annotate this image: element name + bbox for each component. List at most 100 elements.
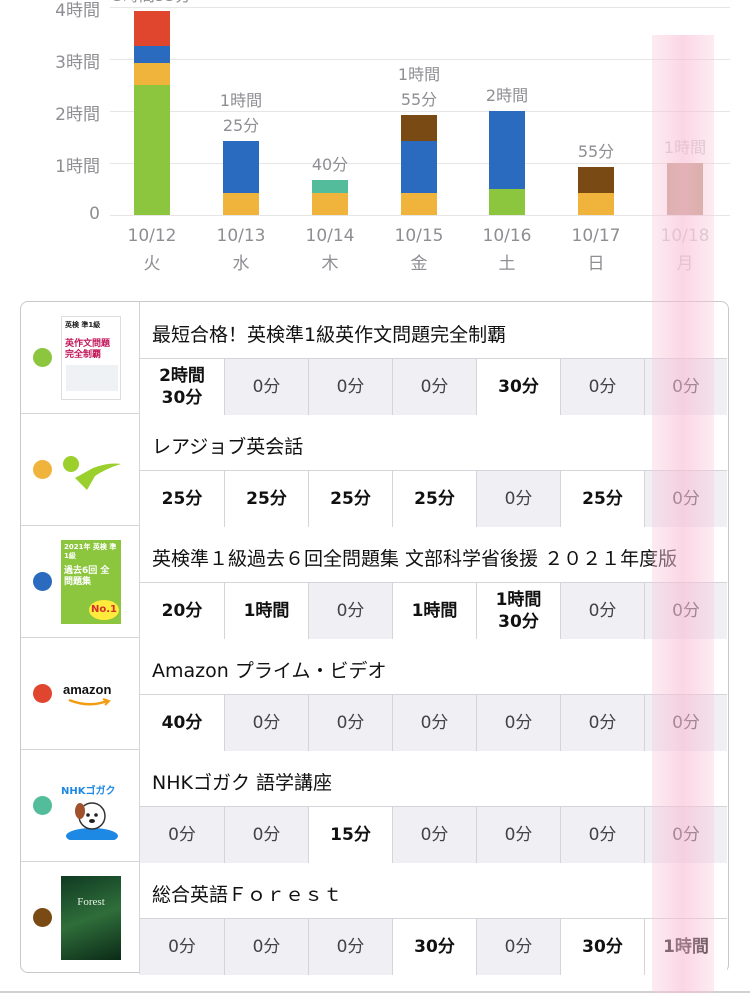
daily-time-cell[interactable]: 15分 xyxy=(308,807,392,863)
daily-time-cell[interactable]: 0分 xyxy=(224,695,308,751)
bar-segment[interactable] xyxy=(134,11,170,46)
x-axis-date-label[interactable]: 10/12 xyxy=(127,226,177,246)
daily-time-cell[interactable]: 0分 xyxy=(476,471,560,527)
daily-time-cell[interactable]: 30分 xyxy=(476,359,560,415)
x-axis-weekday-label[interactable]: 土 xyxy=(498,254,516,274)
bar-segment[interactable] xyxy=(667,163,703,215)
daily-time-cell[interactable]: 25分 xyxy=(140,471,224,527)
daily-time-cell[interactable]: 0分 xyxy=(308,919,392,975)
daily-time-cell[interactable]: 0分 xyxy=(308,359,392,415)
daily-time-cell[interactable]: 0分 xyxy=(560,695,644,751)
bar-segment[interactable] xyxy=(401,141,437,194)
book-cover-image: 英検 準1級 英作文問題 完全制覇 xyxy=(61,316,121,400)
material-color-dot xyxy=(33,348,52,367)
cover-badge: No.1 xyxy=(89,600,119,620)
x-axis-date-label[interactable]: 10/17 xyxy=(571,226,621,246)
material-row[interactable]: 2021年 英検 準1級 過去6回 全問題集 No.1 英検準１級過去６回全問題… xyxy=(21,526,727,639)
bar-segment[interactable] xyxy=(134,46,170,64)
bar-segment[interactable] xyxy=(489,111,525,189)
daily-time-cell[interactable]: 0分 xyxy=(644,359,727,415)
daily-time-cell[interactable]: 40分 xyxy=(140,695,224,751)
daily-time-cell[interactable]: 2時間 30分 xyxy=(140,359,224,415)
daily-time-cell[interactable]: 0分 xyxy=(140,919,224,975)
bar-segment[interactable] xyxy=(223,141,259,194)
bar-total-label: 55分 xyxy=(400,90,438,110)
daily-time-cell[interactable]: 0分 xyxy=(476,807,560,863)
daily-time-cell[interactable]: 0分 xyxy=(392,695,476,751)
daily-time-cell[interactable]: 0分 xyxy=(308,583,392,639)
bar-segment[interactable] xyxy=(489,189,525,215)
daily-time-cell[interactable]: 25分 xyxy=(392,471,476,527)
cover-top-text: 2021年 英検 準1級 xyxy=(64,543,117,560)
material-row[interactable]: NHKゴガク NHKゴガク 語学講座 0分 0分 15分 0分 0分 0分 0分 xyxy=(21,750,727,863)
material-row[interactable]: 英検 準1級 英作文問題 完全制覇 最短合格！英検準1級英作文問題完全制覇 2時間… xyxy=(21,302,727,415)
bar-segment[interactable] xyxy=(134,85,170,215)
daily-time-cell[interactable]: 0分 xyxy=(644,695,727,751)
y-axis-tick-label: 4時間 xyxy=(55,1,100,21)
material-color-dot xyxy=(33,908,52,927)
daily-time-cell[interactable]: 0分 xyxy=(644,807,727,863)
material-title[interactable]: レアジョブ英会話 xyxy=(152,436,304,458)
x-axis-weekday-label[interactable]: 日 xyxy=(587,254,605,274)
daily-time-cell[interactable]: 0分 xyxy=(224,359,308,415)
material-title[interactable]: NHKゴガク 語学講座 xyxy=(152,772,332,794)
daily-time-cell[interactable]: 0分 xyxy=(140,807,224,863)
daily-time-cell[interactable]: 0分 xyxy=(392,807,476,863)
bar-segment[interactable] xyxy=(401,193,437,215)
x-axis-date-label[interactable]: 10/13 xyxy=(216,226,266,246)
daily-time-cell[interactable]: 0分 xyxy=(560,583,644,639)
daily-time-cell[interactable]: 25分 xyxy=(560,471,644,527)
bar-segment[interactable] xyxy=(401,115,437,142)
weekly-study-chart: 0 1時間 2時間 3時間 4時間 3時間55分 10/12 火 1時間 25分 10/13 水 40分… xyxy=(0,0,750,290)
daily-time-cell[interactable]: 30分 xyxy=(560,919,644,975)
material-row[interactable]: レアジョブ英会話 25分 25分 25分 25分 0分 25分 0分 xyxy=(21,414,727,527)
daily-time-cells: 40分 0分 0分 0分 0分 0分 0分 xyxy=(140,694,727,751)
forest-book-cover-image: Forest xyxy=(61,876,121,960)
amazon-logo-text: amazon xyxy=(63,682,112,697)
bar-segment[interactable] xyxy=(578,167,614,194)
book-cover-image: 2021年 英検 準1級 過去6回 全問題集 No.1 xyxy=(61,540,121,624)
material-thumbnail: NHKゴガク xyxy=(61,764,121,848)
x-axis-weekday-label[interactable]: 水 xyxy=(232,254,250,274)
daily-time-cell[interactable]: 0分 xyxy=(644,583,727,639)
bar-segment[interactable] xyxy=(312,180,348,194)
daily-time-cell[interactable]: 1時間 30分 xyxy=(476,583,560,639)
material-title[interactable]: Amazon プライム・ビデオ xyxy=(152,660,387,682)
x-axis-weekday-label[interactable]: 金 xyxy=(410,254,428,274)
daily-time-cell[interactable]: 1時間 xyxy=(644,919,727,975)
cover-top-text: 英検 準1級 xyxy=(65,321,101,329)
material-thumbnail: Forest xyxy=(61,876,121,960)
daily-time-cell[interactable]: 0分 xyxy=(644,471,727,527)
daily-time-cell[interactable]: 0分 xyxy=(308,695,392,751)
material-title[interactable]: 総合英語Ｆｏｒｅｓｔ xyxy=(152,884,343,906)
bar-segment[interactable] xyxy=(312,193,348,215)
x-axis-weekday-label[interactable]: 木 xyxy=(321,254,339,274)
daily-time-cell[interactable]: 0分 xyxy=(224,919,308,975)
daily-time-cell[interactable]: 0分 xyxy=(476,919,560,975)
x-axis-date-label[interactable]: 10/18 xyxy=(660,226,710,246)
material-title[interactable]: 最短合格！英検準1級英作文問題完全制覇 xyxy=(152,324,507,346)
daily-time-cell[interactable]: 0分 xyxy=(560,807,644,863)
daily-time-cell[interactable]: 20分 xyxy=(140,583,224,639)
material-title[interactable]: 英検準１級過去６回全問題集 文部科学省後援 ２０２１年度版 xyxy=(152,548,678,570)
daily-time-cell[interactable]: 0分 xyxy=(560,359,644,415)
daily-time-cell[interactable]: 25分 xyxy=(308,471,392,527)
bar-segment[interactable] xyxy=(223,193,259,215)
x-axis-date-label[interactable]: 10/14 xyxy=(305,226,355,246)
x-axis-weekday-label[interactable]: 月 xyxy=(676,254,694,274)
x-axis-date-label[interactable]: 10/16 xyxy=(482,226,532,246)
bar-segment[interactable] xyxy=(134,63,170,85)
daily-time-cell[interactable]: 0分 xyxy=(392,359,476,415)
material-row[interactable]: Forest 総合英語Ｆｏｒｅｓｔ 0分 0分 0分 30分 0分 30分 1時間 xyxy=(21,862,727,975)
bar-total-label: 55分 xyxy=(577,142,615,162)
daily-time-cell[interactable]: 25分 xyxy=(224,471,308,527)
daily-time-cell[interactable]: 0分 xyxy=(476,695,560,751)
bar-segment[interactable] xyxy=(578,193,614,215)
daily-time-cell[interactable]: 1時間 xyxy=(392,583,476,639)
x-axis-weekday-label[interactable]: 火 xyxy=(143,254,161,274)
daily-time-cell[interactable]: 0分 xyxy=(224,807,308,863)
x-axis-date-label[interactable]: 10/15 xyxy=(394,226,444,246)
daily-time-cell[interactable]: 1時間 xyxy=(224,583,308,639)
material-row[interactable]: amazon Amazon プライム・ビデオ 40分 0分 0分 0分 0分 0分 0分 xyxy=(21,638,727,751)
daily-time-cell[interactable]: 30分 xyxy=(392,919,476,975)
